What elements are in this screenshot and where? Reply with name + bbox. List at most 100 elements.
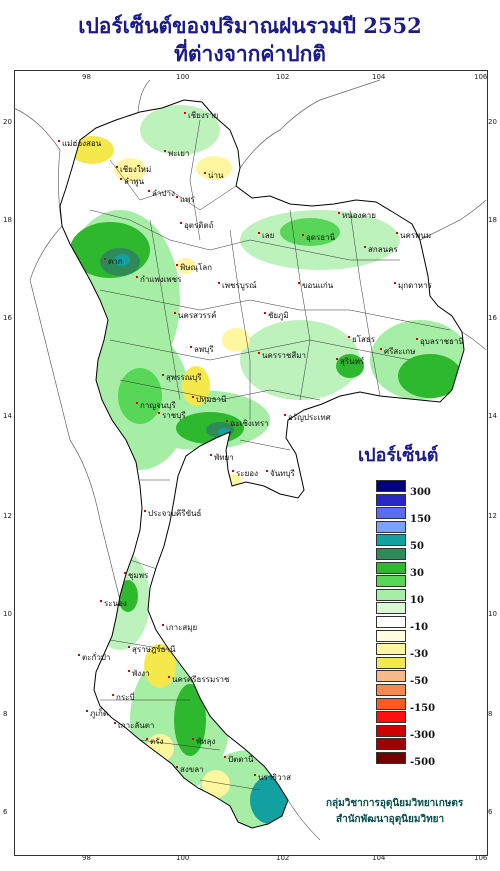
station-marker [58, 140, 60, 142]
top-tick-104: 104 [372, 73, 386, 81]
legend-label: -300 [410, 730, 436, 741]
province-label: ยโสธร [352, 334, 376, 344]
station-marker [364, 246, 366, 248]
province-label: กระบี่ [116, 691, 135, 702]
legend-label: -150 [410, 703, 436, 714]
province-label: พะเยา [168, 149, 189, 158]
province-label: เลย [262, 231, 274, 240]
province-label: นครศรีธรรมราช [172, 675, 230, 684]
province-label: ชุมพร [128, 571, 149, 580]
station-marker [180, 222, 182, 224]
right-tick-20: 20 [488, 118, 497, 126]
station-marker [148, 190, 150, 192]
right-tick-8: 8 [488, 710, 493, 718]
left-tick-12: 12 [3, 512, 12, 520]
province-label: พิษณุโลก [180, 262, 212, 272]
legend-swatch [376, 561, 406, 574]
legend-swatch [376, 534, 406, 547]
left-tick-6: 6 [3, 808, 8, 816]
province-label: จันทบุรี [270, 469, 296, 478]
province-label: กำแพงเพชร [140, 275, 182, 284]
station-marker [114, 722, 116, 724]
province-label: อรัญประเทศ [288, 413, 331, 422]
station-marker [116, 166, 118, 168]
province-label: อุดรธานี [306, 233, 336, 242]
province-label: ลำปาง [152, 189, 175, 198]
station-marker [184, 112, 186, 114]
province-label: ตรัง [150, 737, 163, 746]
station-marker [394, 282, 396, 284]
province-label: เชียงใหม่ [120, 165, 151, 174]
legend-swatch [376, 480, 406, 492]
province-label: ลำพูน [124, 177, 145, 187]
station-marker [232, 470, 234, 472]
station-marker [258, 232, 260, 234]
province-label: ปัตตานี [228, 755, 254, 764]
province-label: เกาะลันตา [118, 721, 154, 730]
legend-swatch [376, 752, 406, 764]
province-label: ศรีสะเกษ [384, 347, 415, 356]
legend-swatch [376, 602, 406, 615]
right-tick-18: 18 [488, 216, 497, 224]
legend-swatch [376, 629, 406, 642]
left-tick-10: 10 [3, 610, 12, 618]
station-marker [146, 738, 148, 740]
station-marker [264, 312, 266, 314]
station-marker [416, 338, 418, 340]
legend-swatch [376, 711, 406, 724]
top-tick-98: 98 [82, 73, 91, 81]
province-label: เกาะสมุย [166, 623, 197, 632]
station-marker [124, 572, 126, 574]
station-marker [192, 396, 194, 398]
legend-label: -500 [410, 757, 436, 768]
neighbour-borders [13, 79, 487, 841]
credit-line2: สำนักพัฒนาอุตุนิยมวิทยา [336, 814, 445, 825]
legend-swatch [376, 697, 406, 710]
station-marker [210, 454, 212, 456]
top-tick-102: 102 [276, 73, 290, 81]
station-marker [258, 352, 260, 354]
station-marker [192, 738, 194, 740]
legend-swatch [376, 684, 406, 696]
station-marker [174, 312, 176, 314]
station-marker [226, 420, 228, 422]
legend-swatch [376, 724, 406, 737]
bottom-tick-102: 102 [276, 854, 290, 862]
province-label: พัทลุง [196, 737, 215, 746]
right-tick-10: 10 [488, 610, 497, 618]
station-marker [348, 336, 350, 338]
station-marker [176, 766, 178, 768]
bottom-tick-100: 100 [176, 854, 190, 862]
legend-swatch [376, 670, 406, 683]
station-marker [128, 670, 130, 672]
right-tick-16: 16 [488, 314, 497, 322]
legend-swatch [376, 520, 406, 533]
station-marker [120, 178, 122, 180]
province-label: ตะกั่วป่า [82, 651, 110, 662]
province-label: อุบลราชธานี [420, 337, 464, 346]
province-label: นราธิวาส [258, 773, 291, 782]
province-label: ภูเก็ต [90, 708, 108, 719]
province-label: สุพรรณบุรี [166, 373, 202, 382]
legend-label: 10 [410, 595, 424, 606]
station-marker [162, 374, 164, 376]
province-label: พังงา [132, 669, 150, 678]
province-label: เชียงราย [188, 111, 218, 120]
legend-label: -30 [410, 649, 429, 660]
bottom-tick-98: 98 [82, 854, 91, 862]
station-marker [136, 276, 138, 278]
province-label: กาญจนบุรี [140, 401, 176, 410]
station-marker [266, 470, 268, 472]
province-label: ประจวบคีรีขันธ์ [148, 508, 202, 518]
legend-label: -10 [410, 622, 429, 633]
station-marker [162, 624, 164, 626]
station-marker [204, 172, 206, 174]
legend-swatch [376, 507, 406, 520]
station-marker [144, 510, 146, 512]
top-tick-106: 106 [474, 73, 488, 81]
station-marker [112, 694, 114, 696]
station-marker [380, 348, 382, 350]
province-label: เพชรบูรณ์ [222, 280, 257, 291]
station-marker [224, 756, 226, 758]
